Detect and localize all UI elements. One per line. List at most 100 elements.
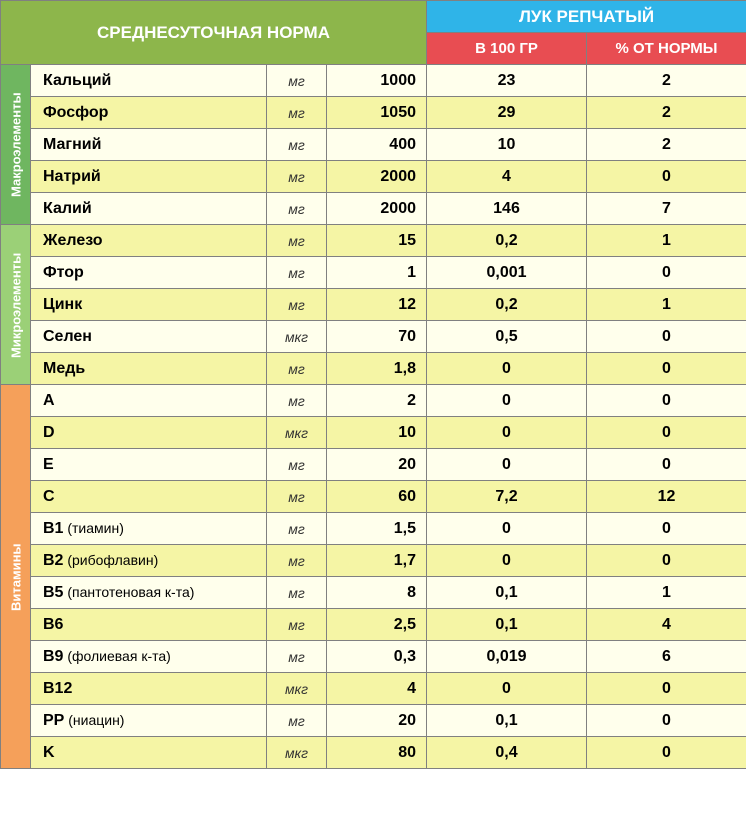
table-row: Kмкг800,40 — [1, 737, 746, 769]
daily-norm-value: 15 — [327, 225, 427, 257]
per-100g-value: 29 — [427, 97, 587, 129]
daily-norm-value: 1,8 — [327, 353, 427, 385]
percent-norm-value: 0 — [587, 449, 746, 481]
per-100g-value: 7,2 — [427, 481, 587, 513]
daily-norm-value: 4 — [327, 673, 427, 705]
per-100g-value: 0,5 — [427, 321, 587, 353]
table-row: Магниймг400102 — [1, 129, 746, 161]
per-100g-value: 10 — [427, 129, 587, 161]
unit: мг — [267, 449, 327, 481]
nutrient-name: Е — [31, 449, 267, 481]
table-row: Натриймг200040 — [1, 161, 746, 193]
percent-norm-value: 0 — [587, 353, 746, 385]
table-row: В12мкг400 — [1, 673, 746, 705]
percent-norm-value: 0 — [587, 257, 746, 289]
table-row: В2 (рибофлавин)мг1,700 — [1, 545, 746, 577]
daily-norm-value: 80 — [327, 737, 427, 769]
table-row: В9 (фолиевая к-та)мг0,30,0196 — [1, 641, 746, 673]
unit: мг — [267, 257, 327, 289]
per-100g-value: 0,1 — [427, 705, 587, 737]
nutrient-name: В5 (пантотеновая к-та) — [31, 577, 267, 609]
percent-norm-value: 2 — [587, 129, 746, 161]
percent-norm-value: 0 — [587, 545, 746, 577]
nutrient-name: Кальций — [31, 65, 267, 97]
nutrient-name: Калий — [31, 193, 267, 225]
percent-norm-value: 0 — [587, 673, 746, 705]
percent-norm-value: 4 — [587, 609, 746, 641]
per-100g-value: 0 — [427, 673, 587, 705]
percent-norm-value: 1 — [587, 225, 746, 257]
daily-norm-value: 2 — [327, 385, 427, 417]
nutrient-name: В6 — [31, 609, 267, 641]
per-100g-value: 0 — [427, 353, 587, 385]
daily-norm-value: 12 — [327, 289, 427, 321]
header-col-100g: В 100 ГР — [427, 33, 587, 65]
nutrient-name: Магний — [31, 129, 267, 161]
daily-norm-value: 1000 — [327, 65, 427, 97]
table-row: Смг607,212 — [1, 481, 746, 513]
percent-norm-value: 0 — [587, 513, 746, 545]
nutrition-table: СРЕДНЕСУТОЧНАЯ НОРМА ЛУК РЕПЧАТЫЙ В 100 … — [0, 0, 746, 769]
percent-norm-value: 12 — [587, 481, 746, 513]
unit: мкг — [267, 321, 327, 353]
table-row: Цинкмг120,21 — [1, 289, 746, 321]
nutrient-name: K — [31, 737, 267, 769]
header-product: ЛУК РЕПЧАТЫЙ — [427, 1, 746, 33]
nutrient-name: Цинк — [31, 289, 267, 321]
header-col-pct: % ОТ НОРМЫ — [587, 33, 746, 65]
percent-norm-value: 0 — [587, 385, 746, 417]
daily-norm-value: 2000 — [327, 161, 427, 193]
percent-norm-value: 0 — [587, 321, 746, 353]
unit: мг — [267, 641, 327, 673]
percent-norm-value: 7 — [587, 193, 746, 225]
percent-norm-value: 6 — [587, 641, 746, 673]
daily-norm-value: 1,5 — [327, 513, 427, 545]
per-100g-value: 0,2 — [427, 289, 587, 321]
percent-norm-value: 2 — [587, 97, 746, 129]
table-row: В1 (тиамин)мг1,500 — [1, 513, 746, 545]
per-100g-value: 0 — [427, 513, 587, 545]
per-100g-value: 0 — [427, 417, 587, 449]
nutrient-name: D — [31, 417, 267, 449]
per-100g-value: 23 — [427, 65, 587, 97]
nutrient-name: В12 — [31, 673, 267, 705]
per-100g-value: 0,1 — [427, 609, 587, 641]
daily-norm-value: 8 — [327, 577, 427, 609]
nutrient-name: Фосфор — [31, 97, 267, 129]
unit: мг — [267, 353, 327, 385]
daily-norm-value: 2000 — [327, 193, 427, 225]
nutrient-name: Фтор — [31, 257, 267, 289]
nutrient-name: РР (ниацин) — [31, 705, 267, 737]
daily-norm-value: 70 — [327, 321, 427, 353]
daily-norm-value: 1 — [327, 257, 427, 289]
percent-norm-value: 2 — [587, 65, 746, 97]
nutrient-name: А — [31, 385, 267, 417]
table-body: МакроэлементыКальциймг1000232Фосформг105… — [1, 65, 746, 769]
daily-norm-value: 400 — [327, 129, 427, 161]
unit: мкг — [267, 737, 327, 769]
nutrient-name: В1 (тиамин) — [31, 513, 267, 545]
table-row: Селенмкг700,50 — [1, 321, 746, 353]
percent-norm-value: 1 — [587, 577, 746, 609]
per-100g-value: 0 — [427, 385, 587, 417]
unit: мг — [267, 225, 327, 257]
category-label: Микроэлементы — [1, 225, 31, 385]
per-100g-value: 0 — [427, 545, 587, 577]
table-row: В5 (пантотеновая к-та)мг80,11 — [1, 577, 746, 609]
nutrient-name: В2 (рибофлавин) — [31, 545, 267, 577]
nutrient-name: Натрий — [31, 161, 267, 193]
unit: мкг — [267, 673, 327, 705]
daily-norm-value: 20 — [327, 449, 427, 481]
table-row: В6мг2,50,14 — [1, 609, 746, 641]
daily-norm-value: 10 — [327, 417, 427, 449]
daily-norm-value: 1,7 — [327, 545, 427, 577]
table-row: Емг2000 — [1, 449, 746, 481]
per-100g-value: 0,019 — [427, 641, 587, 673]
unit: мг — [267, 577, 327, 609]
nutrient-name: Железо — [31, 225, 267, 257]
per-100g-value: 0,2 — [427, 225, 587, 257]
unit: мг — [267, 129, 327, 161]
table-row: МакроэлементыКальциймг1000232 — [1, 65, 746, 97]
unit: мг — [267, 545, 327, 577]
percent-norm-value: 0 — [587, 737, 746, 769]
